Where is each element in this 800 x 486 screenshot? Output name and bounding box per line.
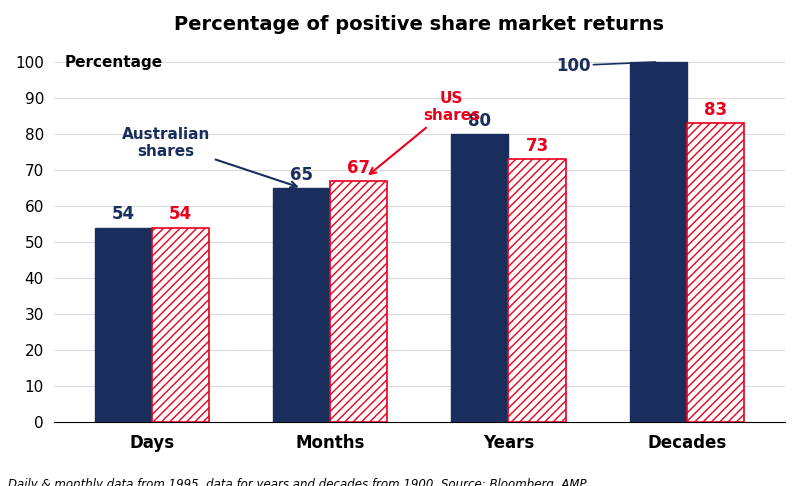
Bar [330, 181, 387, 422]
Bar [273, 188, 330, 422]
Text: Percentage: Percentage [65, 55, 162, 70]
Text: 54: 54 [169, 206, 192, 224]
Text: 100: 100 [556, 56, 655, 74]
Bar [94, 228, 152, 422]
Bar [630, 62, 687, 422]
Bar [451, 134, 509, 422]
Text: 73: 73 [526, 137, 549, 155]
Text: 67: 67 [347, 158, 370, 176]
Bar [687, 123, 744, 422]
Bar [509, 159, 566, 422]
Text: US
shares: US shares [370, 91, 480, 174]
Text: Australian
shares: Australian shares [122, 127, 297, 188]
Text: 65: 65 [290, 166, 313, 184]
Text: 80: 80 [469, 112, 491, 130]
Text: 83: 83 [704, 101, 727, 119]
Title: Percentage of positive share market returns: Percentage of positive share market retu… [174, 15, 664, 34]
Text: Daily & monthly data from 1995, data for years and decades from 1900. Source: Bl: Daily & monthly data from 1995, data for… [8, 478, 586, 486]
Bar [152, 228, 209, 422]
Text: 54: 54 [112, 206, 134, 224]
